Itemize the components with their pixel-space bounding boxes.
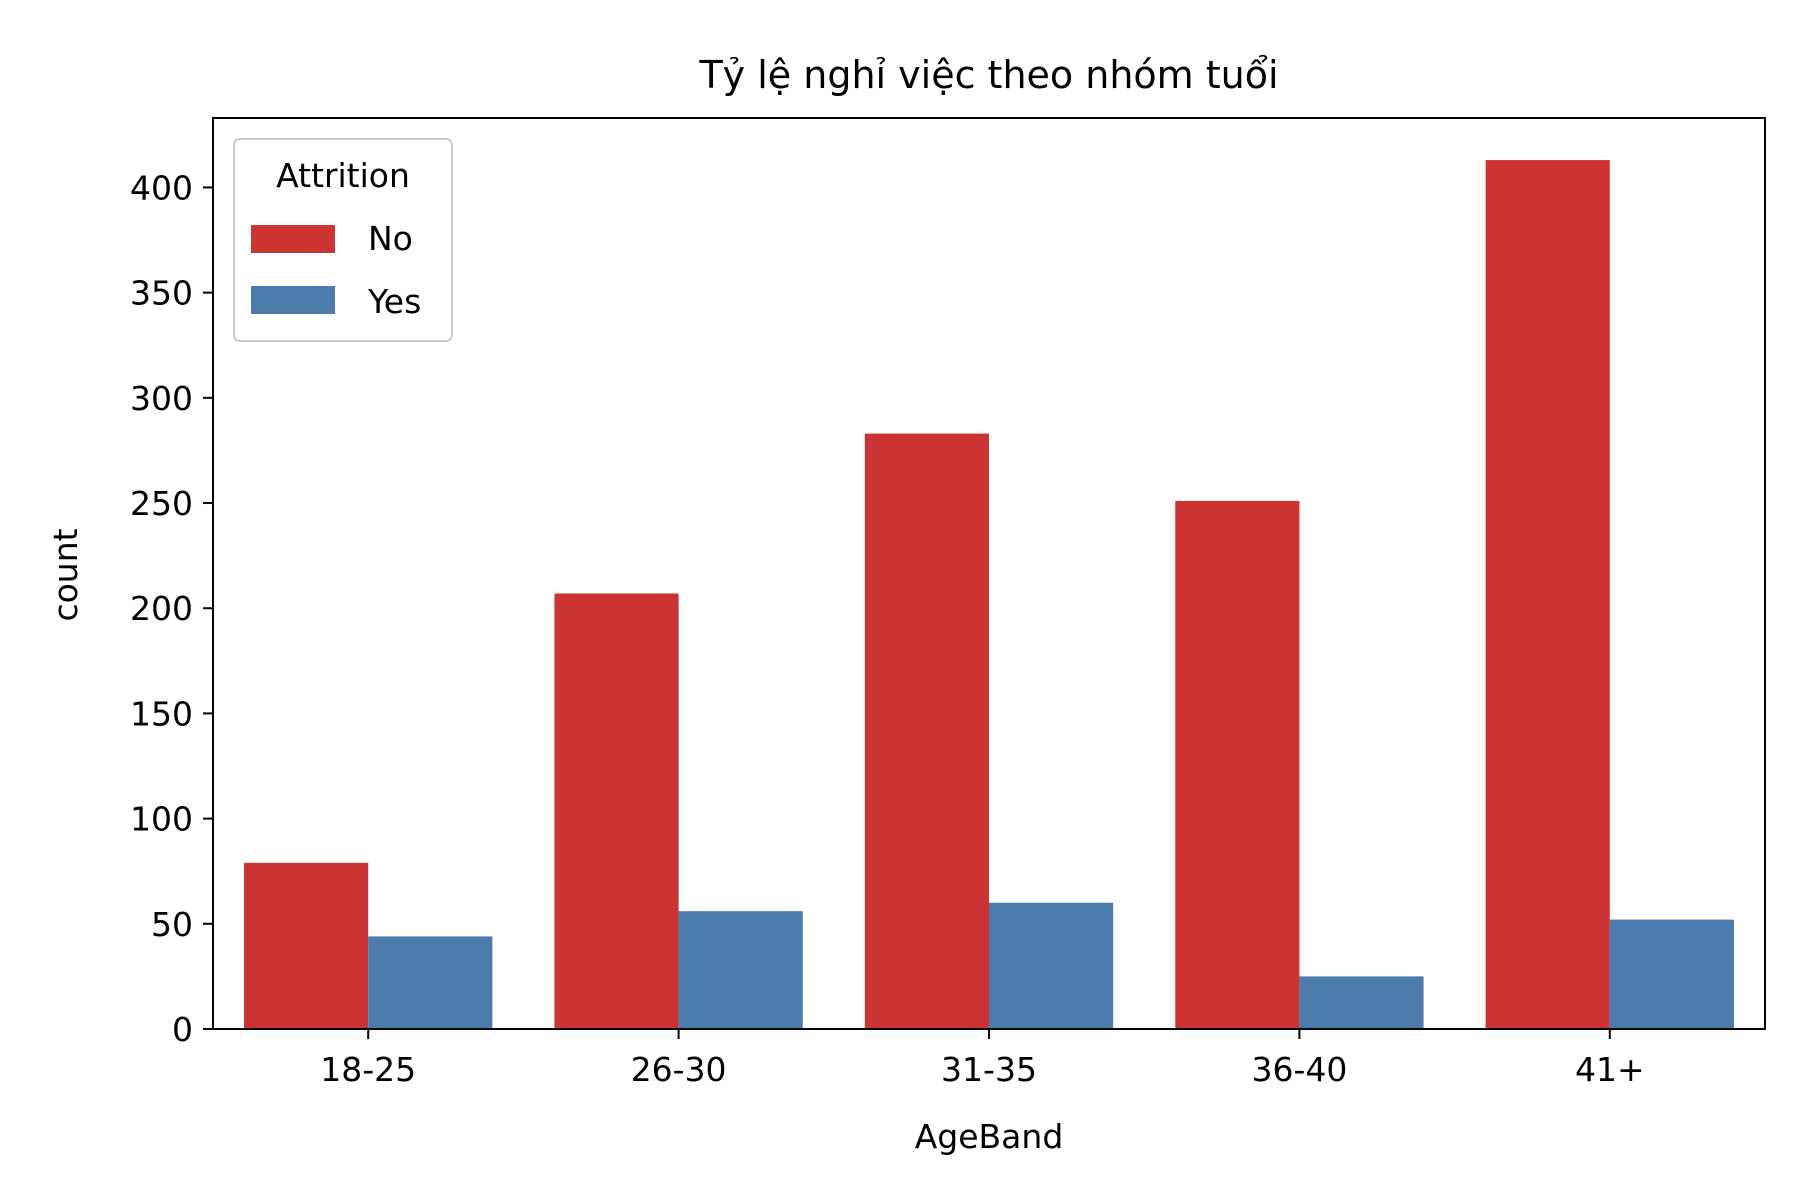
y-tick-label: 350 [130,274,193,313]
y-tick-label: 50 [151,905,193,944]
x-tick-label: 31-35 [941,1050,1037,1089]
bar-no-26-30 [554,593,679,1029]
legend-title: Attrition [276,156,410,195]
plot-frame [212,117,1766,1030]
y-axis-ticks: 0 50 100 150 200 250 300 350 400 [130,168,213,1049]
legend-swatch-no [251,225,335,253]
y-tick-label: 200 [130,589,193,628]
x-tick-label: 26-30 [631,1050,727,1089]
legend-label-no: No [368,219,413,258]
bars-group [244,160,1734,1030]
bar-yes-26-30 [678,911,803,1029]
bar-yes-18-25 [368,936,493,1029]
bar-yes-41 [1609,919,1734,1029]
y-tick-label: 400 [130,168,193,207]
x-tick-label: 36-40 [1251,1050,1347,1089]
legend: Attrition No Yes [233,138,453,342]
y-tick-label: 300 [130,379,193,418]
bar-no-18-25 [244,862,369,1029]
x-tick-label: 41+ [1575,1050,1645,1089]
bar-no-36-40 [1175,500,1300,1029]
legend-swatch-yes [251,286,335,314]
y-tick-label: 100 [130,800,193,839]
y-tick-label: 0 [172,1010,193,1049]
bar-yes-36-40 [1299,976,1424,1029]
y-tick-label: 250 [130,484,193,523]
bar-no-31-35 [864,433,989,1030]
bar-yes-31-35 [989,902,1114,1029]
bar-no-41 [1485,160,1610,1029]
x-axis-label: AgeBand [915,1117,1064,1156]
x-axis-ticks: 18-25 26-30 31-35 36-40 41+ [320,1029,1645,1089]
y-tick-label: 150 [130,694,193,733]
y-axis-label: count [46,528,85,621]
chart-title: Tỷ lệ nghỉ việc theo nhóm tuổi [698,53,1278,97]
x-tick-label: 18-25 [320,1050,416,1089]
legend-label-yes: Yes [367,282,421,321]
